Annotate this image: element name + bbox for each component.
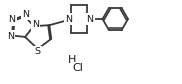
Text: N: N <box>8 15 15 24</box>
Text: N: N <box>86 15 93 24</box>
Text: H: H <box>68 55 76 65</box>
Text: N: N <box>66 15 72 24</box>
Text: N: N <box>32 20 39 29</box>
Text: S: S <box>34 47 40 56</box>
Text: N: N <box>7 32 14 41</box>
Text: N: N <box>22 10 29 19</box>
Text: Cl: Cl <box>72 63 83 73</box>
